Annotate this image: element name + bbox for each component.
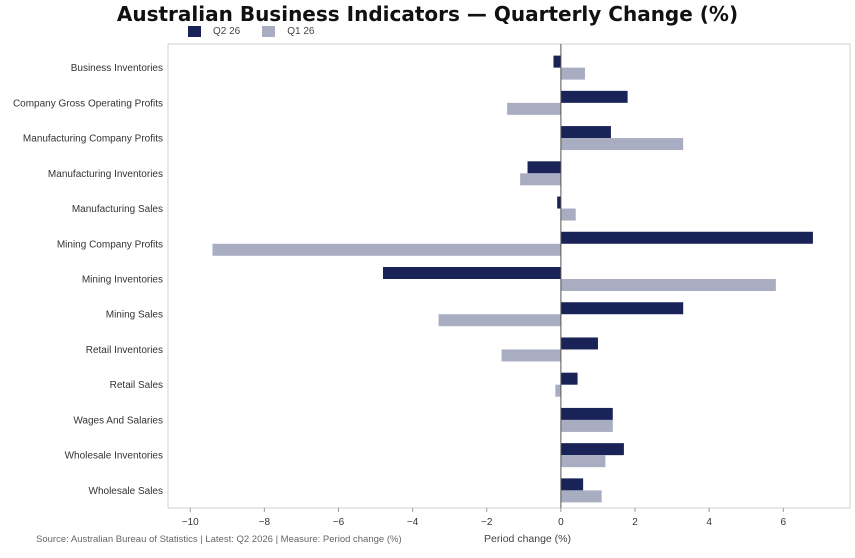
bar-q2 — [560, 443, 624, 456]
bar-q2 — [560, 478, 584, 491]
y-tick-label: Wholesale Sales — [89, 486, 163, 497]
bar-q2 — [382, 267, 561, 279]
bar-q1 — [560, 208, 576, 221]
legend: Q2 26 Q1 26 — [188, 26, 337, 37]
legend-item-q1[interactable]: Q1 26 — [262, 26, 315, 37]
y-tick-label: Company Gross Operating Profits — [13, 98, 163, 109]
bar-q1 — [438, 314, 561, 327]
bar-q1 — [560, 138, 684, 151]
y-tick-label: Wholesale Inventories — [65, 451, 163, 462]
bar-q1 — [560, 419, 613, 432]
bar-q1 — [520, 173, 561, 186]
legend-label-q2: Q2 26 — [213, 26, 241, 37]
bar-q2 — [560, 231, 813, 244]
x-tick-label: 6 — [781, 517, 787, 528]
bar-q2 — [560, 90, 628, 103]
legend-swatch-q2 — [188, 26, 201, 37]
bar-q1 — [507, 102, 561, 115]
bar-q2 — [560, 337, 598, 350]
x-tick-label: 2 — [632, 517, 638, 528]
source-note: Source: Australian Bureau of Statistics … — [36, 534, 402, 545]
legend-swatch-q1 — [262, 26, 276, 37]
bar-q1 — [560, 490, 602, 503]
bar-q1 — [501, 349, 561, 362]
x-tick-label: −8 — [259, 517, 271, 528]
bar-q2 — [527, 161, 561, 174]
x-tick-label: −2 — [481, 517, 493, 528]
bar-q1 — [555, 384, 561, 397]
x-tick-label: −6 — [333, 517, 345, 528]
y-tick-label: Retail Sales — [110, 380, 163, 391]
legend-label-q1: Q1 26 — [287, 26, 315, 37]
bar-q2 — [560, 126, 611, 139]
bar-q2 — [553, 55, 561, 68]
y-tick-label: Manufacturing Sales — [72, 204, 163, 215]
bar-q2 — [560, 372, 578, 385]
bar-q2 — [560, 302, 684, 315]
bar-q2 — [557, 196, 561, 209]
x-tick-label: 4 — [706, 517, 712, 528]
x-axis-label: Period change (%) — [484, 533, 571, 545]
y-tick-label: Mining Sales — [106, 310, 163, 321]
y-tick-label: Mining Company Profits — [57, 239, 163, 250]
bar-q1 — [560, 67, 585, 80]
bar-q2 — [560, 407, 613, 420]
y-tick-label: Manufacturing Company Profits — [23, 134, 163, 145]
y-tick-label: Business Inventories — [71, 63, 163, 74]
x-tick-label: −4 — [407, 517, 419, 528]
x-tick-label: −10 — [182, 517, 199, 528]
legend-item-q2[interactable]: Q2 26 — [188, 26, 240, 37]
y-tick-label: Retail Inventories — [86, 345, 163, 356]
y-tick-label: Mining Inventories — [82, 275, 163, 286]
y-tick-label: Manufacturing Inventories — [48, 169, 163, 180]
bar-q1 — [560, 279, 776, 291]
chart-title: Australian Business Indicators — Quarter… — [116, 2, 739, 26]
x-tick-label: 0 — [558, 517, 564, 528]
bar-q1 — [212, 243, 561, 256]
bar-q1 — [560, 455, 606, 468]
y-tick-label: Wages And Salaries — [73, 415, 163, 426]
